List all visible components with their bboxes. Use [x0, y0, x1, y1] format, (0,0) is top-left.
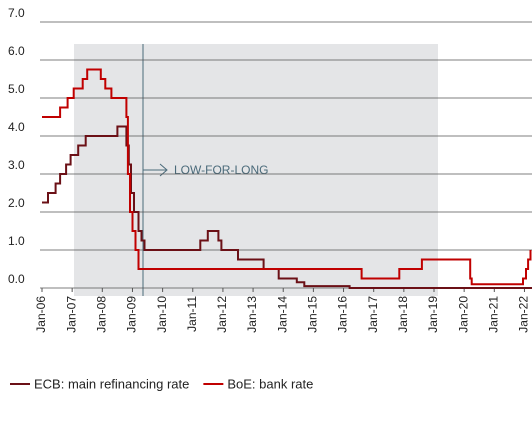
x-tick-label: Jan-19 [426, 296, 440, 333]
x-tick-label: Jan-16 [336, 296, 350, 333]
x-tick-label: Jan-09 [125, 296, 139, 333]
x-tick-label: Jan-10 [155, 296, 169, 333]
x-tick-label: Jan-17 [366, 296, 380, 333]
x-tick-label: Jan-20 [456, 296, 470, 333]
annotation: LOW-FOR-LONG [174, 163, 268, 177]
x-tick-label: Jan-08 [94, 296, 108, 333]
x-tick-label: Jan-12 [215, 296, 229, 333]
y-tick-label: 7.0 [8, 6, 25, 20]
y-tick-label: 6.0 [8, 44, 25, 58]
x-tick-label: Jan-06 [34, 296, 48, 333]
x-tick-label: Jan-18 [396, 296, 410, 333]
y-tick-label: 0.0 [8, 272, 25, 286]
x-tick-label: Jan-07 [64, 296, 78, 333]
legend-label: BoE: bank rate [227, 376, 313, 391]
x-tick-label: Jan-11 [185, 296, 199, 332]
shaded-period [74, 44, 438, 296]
y-tick-label: 5.0 [8, 82, 25, 96]
x-tick-label: Jan-14 [275, 296, 289, 333]
x-tick-label: Jan-22 [517, 296, 531, 333]
y-tick-label: 2.0 [8, 196, 25, 210]
y-tick-label: 4.0 [8, 120, 25, 134]
x-tick-label: Jan-15 [306, 296, 320, 333]
y-tick-label: 3.0 [8, 158, 25, 172]
y-tick-label: 1.0 [8, 234, 25, 248]
x-tick-label: Jan-13 [245, 296, 259, 333]
series-line [42, 68, 532, 286]
x-tick-label: Jan-21 [486, 296, 500, 333]
legend-label: ECB: main refinancing rate [34, 376, 189, 391]
